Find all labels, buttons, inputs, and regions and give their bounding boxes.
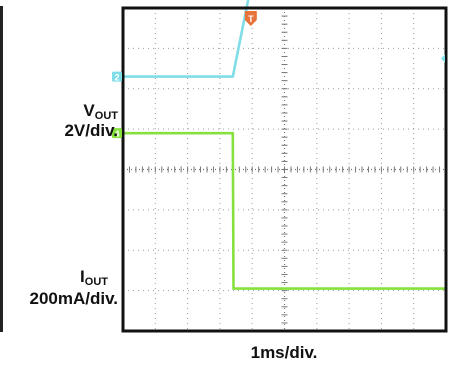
trace-channel-2	[123, 0, 250, 78]
plot-frame	[121, 6, 448, 333]
channel-markers: 2 4 T	[112, 11, 445, 139]
vout-label-sub: OUT	[94, 110, 118, 122]
trace-channel-4	[123, 131, 446, 290]
traces	[123, 0, 446, 290]
x-axis-scale-label: 1ms/div.	[250, 343, 318, 362]
channel-2-marker	[112, 71, 122, 82]
vout-label-main: V	[83, 101, 95, 120]
iout-label: IOUT	[58, 268, 108, 291]
trigger-marker	[244, 11, 257, 26]
channel-2-marker-text: 2	[114, 73, 119, 83]
channel-4-marker	[112, 128, 122, 139]
right-level-marker	[441, 54, 445, 63]
grid	[122, 7, 447, 332]
channel-4-marker-text: 4	[114, 129, 119, 139]
vout-label: VOUT	[58, 102, 118, 125]
iout-label-main: I	[80, 267, 85, 286]
iout-label-sub: OUT	[84, 276, 108, 288]
trigger-marker-text: T	[248, 14, 254, 24]
iout-scale-label: 200mA/div.	[29, 289, 118, 308]
left-panel-edge	[0, 6, 3, 332]
vout-scale-label: 2V/div.	[64, 121, 118, 140]
